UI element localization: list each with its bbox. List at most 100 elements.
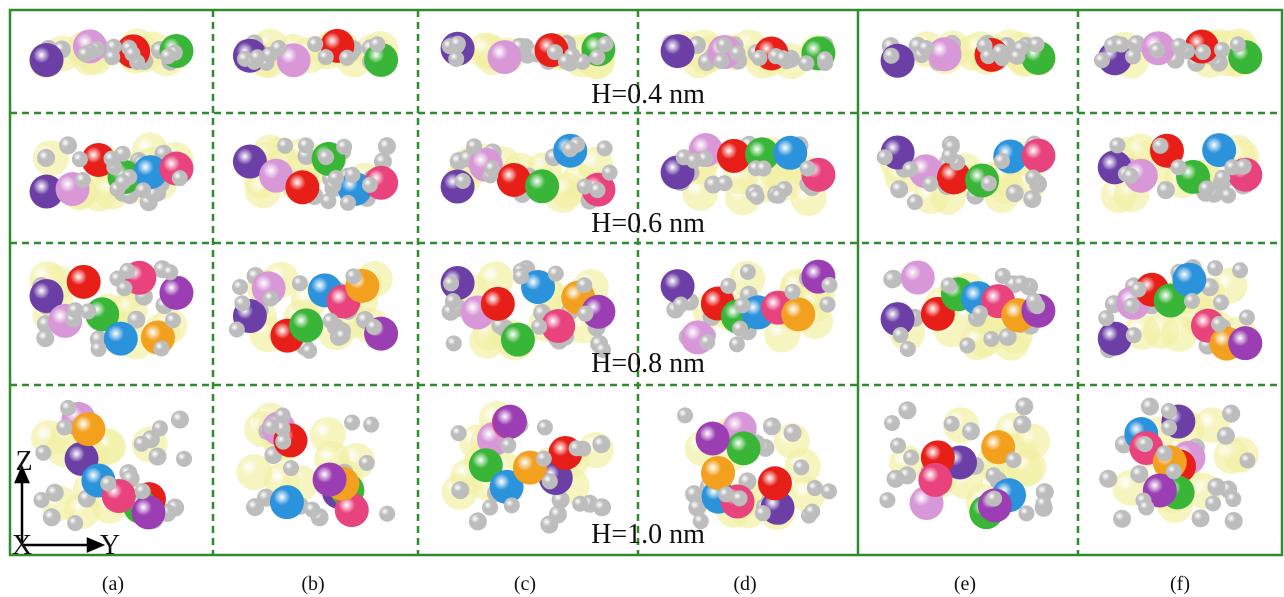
atom bbox=[116, 280, 133, 297]
atom bbox=[320, 193, 337, 210]
atom bbox=[902, 161, 919, 178]
atom bbox=[531, 318, 548, 335]
atom bbox=[883, 270, 902, 289]
atom bbox=[364, 42, 399, 77]
atom bbox=[773, 135, 808, 170]
axis-z: Z bbox=[15, 446, 32, 477]
atom bbox=[443, 275, 460, 292]
atom bbox=[71, 151, 88, 168]
atom bbox=[775, 50, 792, 67]
atom bbox=[900, 260, 935, 295]
atom bbox=[1140, 397, 1159, 416]
atom bbox=[1202, 133, 1237, 168]
atom bbox=[176, 450, 193, 467]
atom bbox=[35, 444, 52, 461]
atom bbox=[594, 341, 611, 358]
atom bbox=[133, 435, 150, 452]
atom bbox=[597, 36, 614, 53]
atom bbox=[562, 141, 579, 158]
atom bbox=[236, 454, 273, 491]
atom bbox=[672, 296, 689, 313]
atom bbox=[500, 322, 535, 357]
atom bbox=[886, 469, 905, 488]
atom bbox=[164, 312, 181, 329]
atom bbox=[540, 515, 559, 534]
atom bbox=[1025, 169, 1042, 186]
atom bbox=[1026, 292, 1043, 309]
atom bbox=[1013, 415, 1032, 434]
atom bbox=[793, 459, 810, 476]
atom bbox=[922, 175, 939, 192]
atom bbox=[304, 501, 321, 518]
atom bbox=[1123, 158, 1158, 193]
atom bbox=[739, 264, 756, 281]
atom bbox=[1213, 294, 1230, 311]
atom bbox=[42, 508, 61, 527]
atom bbox=[762, 417, 781, 436]
atom bbox=[151, 420, 168, 437]
atom bbox=[148, 447, 167, 466]
atom bbox=[685, 152, 702, 169]
atom bbox=[541, 473, 558, 490]
atom bbox=[77, 46, 94, 63]
atom bbox=[728, 336, 745, 353]
atom bbox=[593, 498, 612, 517]
atom bbox=[45, 483, 64, 502]
atom bbox=[344, 414, 361, 431]
atom bbox=[806, 480, 823, 497]
atom bbox=[484, 160, 501, 177]
atom bbox=[879, 492, 896, 509]
atom bbox=[726, 431, 761, 466]
atom bbox=[980, 175, 997, 192]
atom bbox=[373, 152, 392, 171]
panel-label: (b) bbox=[301, 573, 324, 595]
atom bbox=[1142, 473, 1177, 508]
atom bbox=[160, 48, 177, 65]
axis-y: Y bbox=[100, 530, 120, 561]
atom bbox=[677, 407, 694, 424]
atom bbox=[525, 169, 560, 204]
atom bbox=[1156, 181, 1175, 200]
atom bbox=[301, 342, 318, 359]
atom bbox=[783, 423, 802, 442]
atom bbox=[940, 277, 957, 294]
row-label: H=1.0 nm bbox=[591, 519, 705, 550]
atom bbox=[1232, 262, 1249, 279]
atom bbox=[731, 490, 748, 507]
atom bbox=[131, 495, 166, 530]
atom bbox=[358, 454, 375, 471]
atom bbox=[998, 327, 1017, 346]
atom bbox=[821, 276, 838, 293]
atom bbox=[283, 460, 300, 477]
atom bbox=[700, 455, 735, 490]
atom bbox=[1009, 48, 1026, 65]
atom bbox=[317, 49, 334, 66]
atom bbox=[334, 493, 369, 528]
atom bbox=[58, 136, 77, 155]
atom bbox=[1021, 40, 1056, 75]
atom bbox=[576, 178, 593, 195]
atom bbox=[66, 264, 101, 299]
atom bbox=[906, 194, 923, 211]
atom bbox=[466, 138, 483, 155]
atom bbox=[1165, 463, 1182, 480]
atom bbox=[692, 513, 709, 530]
atom bbox=[695, 421, 730, 456]
atom bbox=[688, 498, 707, 517]
atom bbox=[1125, 327, 1142, 344]
atom bbox=[1222, 404, 1241, 423]
atom bbox=[1228, 326, 1263, 361]
atom bbox=[56, 419, 73, 436]
atom bbox=[361, 176, 378, 193]
atom bbox=[1214, 169, 1231, 186]
atom bbox=[716, 175, 733, 192]
atom bbox=[477, 261, 514, 298]
atom bbox=[541, 309, 576, 344]
atom bbox=[1018, 505, 1035, 522]
atom bbox=[551, 490, 570, 509]
atom bbox=[1113, 36, 1130, 53]
atom bbox=[1191, 509, 1210, 528]
atom bbox=[468, 512, 487, 531]
atom bbox=[993, 153, 1010, 170]
atom bbox=[90, 340, 107, 357]
